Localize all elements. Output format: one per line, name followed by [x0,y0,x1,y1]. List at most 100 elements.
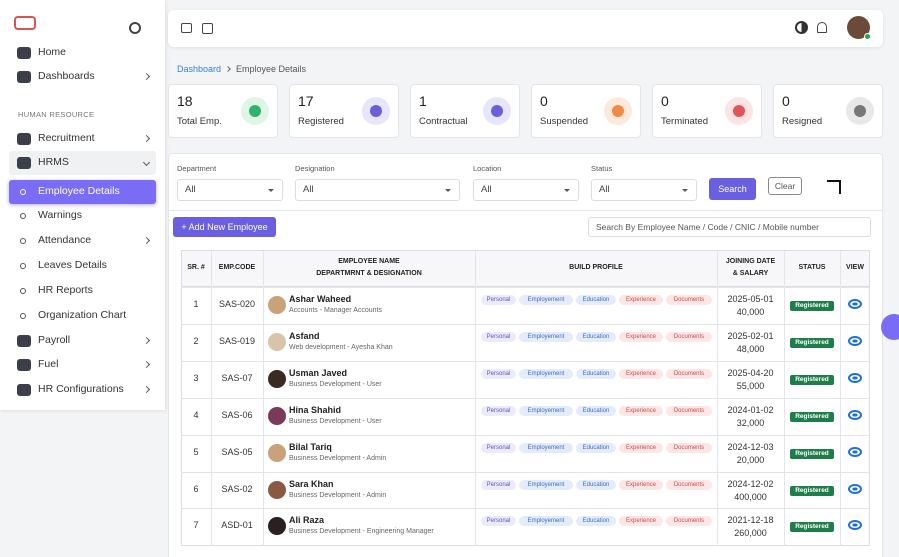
profile-tag[interactable]: Experience [619,331,663,342]
table-header [181,250,870,287]
profile-tag[interactable]: Employement [519,405,573,416]
menu-item[interactable]: Dashboards [38,70,95,82]
breadcrumb-link[interactable]: Dashboard [177,64,222,74]
employee-name[interactable]: Usman Javed [289,367,348,378]
filter-value: All [185,184,196,195]
view-icon[interactable] [848,299,862,309]
add-button[interactable]: + Add New Employee [173,217,276,237]
menu-item[interactable]: Fuel [38,358,59,370]
profile-tag[interactable]: Education [576,405,616,416]
profile-tag[interactable]: Personal [481,516,516,527]
profile-tag[interactable]: Education [576,516,616,527]
view-icon[interactable] [848,520,862,531]
filter-select[interactable] [473,179,579,201]
profile-tag[interactable]: Documents [666,295,712,305]
profile-tag[interactable]: Documents [666,405,712,416]
employee-name[interactable]: Bilal Tariq [289,441,332,452]
profile-tag[interactable]: Employement [519,516,573,527]
employee-name[interactable]: Asfand [289,330,320,341]
profile-tag[interactable]: Experience [619,442,663,453]
profile-tag[interactable]: Education [576,368,616,379]
menu-item[interactable]: HRMS [38,156,69,168]
menu-item[interactable]: Payroll [38,334,71,346]
profile-tag[interactable]: Employement [519,295,573,305]
filter-select[interactable] [177,179,283,201]
profile-tag[interactable]: Employement [519,368,573,379]
profile-tag[interactable]: Personal [481,405,516,416]
profile-tag[interactable]: Personal [481,442,516,453]
employee-dept: Business Development - Admin [289,491,387,499]
menu-item[interactable]: Employee Details [38,185,120,197]
menu-item[interactable]: Attendance [38,234,92,246]
cell-code: SAS-07 [221,372,253,383]
cell-code: SAS-019 [218,335,256,346]
profile-tag[interactable]: Documents [666,516,712,527]
stat-glyph [733,105,745,117]
profile-tag[interactable]: Personal [481,368,516,379]
menu-item[interactable]: Leaves Details [38,259,107,271]
profile-tag[interactable]: Documents [666,479,712,490]
expand-icon[interactable] [827,180,841,194]
profile-tag[interactable]: Experience [619,516,663,527]
theme-icon[interactable] [795,21,808,34]
menu-item[interactable]: Home [38,46,67,58]
menu-item[interactable]: HR Configurations [38,383,124,395]
profile-tag[interactable]: Personal [481,331,516,342]
view-icon[interactable] [848,409,862,420]
filter-label: Designation [295,164,335,173]
filter-select[interactable] [295,179,460,201]
employee-name[interactable]: Ashar Waheed [289,294,352,304]
profile-tag[interactable]: Education [576,479,616,490]
menu-icon [17,359,31,371]
section-title: HUMAN RESOURCE [18,110,95,119]
profile-tag[interactable]: Documents [666,331,712,342]
profile-tag[interactable]: Experience [619,368,663,379]
sidebar [0,0,165,410]
profile-tag[interactable]: Education [576,442,616,453]
profile-tag[interactable]: Documents [666,368,712,379]
profile-tag[interactable]: Education [576,331,616,342]
search-button[interactable]: Search [709,178,756,200]
employee-name[interactable]: Ali Raza [289,515,325,526]
stat-value: 0 [540,93,548,109]
chat-bubble[interactable] [881,314,899,340]
column-header: DEPARTMRNT & DESIGNATION [316,270,422,277]
cell-code: SAS-05 [221,446,253,457]
menu-item[interactable]: HR Reports [38,284,93,296]
employee-name[interactable]: Hina Shahid [289,404,342,415]
stat-card [410,84,520,138]
profile-tag[interactable]: Employement [519,331,573,342]
filter-select[interactable] [591,179,697,201]
bell-icon[interactable] [817,22,827,33]
employee-name[interactable]: Sara Khan [289,478,334,489]
profile-tag[interactable]: Personal [481,295,516,305]
profile-tag[interactable]: Documents [666,442,712,453]
row-line [181,434,870,436]
salary: 48,000 [736,343,765,354]
menu-item[interactable]: Warnings [38,209,82,221]
menu-item[interactable]: Organization Chart [38,309,127,321]
settings-icon[interactable] [129,22,141,34]
clear-button[interactable]: Clear [768,177,802,195]
filter-label: Location [473,164,502,173]
search-input[interactable]: Search By Employee Name / Code / CNIC / … [588,217,871,237]
stat-glyph [854,105,866,117]
menu-item[interactable]: Recruitment [38,132,95,144]
stat-label: Terminated [661,116,708,127]
profile-tag[interactable]: Personal [481,479,516,490]
chat-icon[interactable] [181,23,192,33]
calendar-icon[interactable] [202,23,213,34]
profile-tag[interactable]: Employement [519,479,573,490]
profile-tag[interactable]: Experience [619,295,663,305]
profile-tag[interactable]: Experience [619,479,663,490]
view-icon[interactable] [848,372,862,383]
view-icon[interactable] [848,446,862,457]
top-bar [168,10,883,47]
profile-tag[interactable]: Education [576,295,616,305]
stat-glyph [370,105,382,117]
profile-tag[interactable]: Employement [519,442,573,453]
status-badge: Registered [790,374,834,385]
view-icon[interactable] [848,483,862,494]
view-icon[interactable] [848,335,862,346]
profile-tag[interactable]: Experience [619,405,663,416]
